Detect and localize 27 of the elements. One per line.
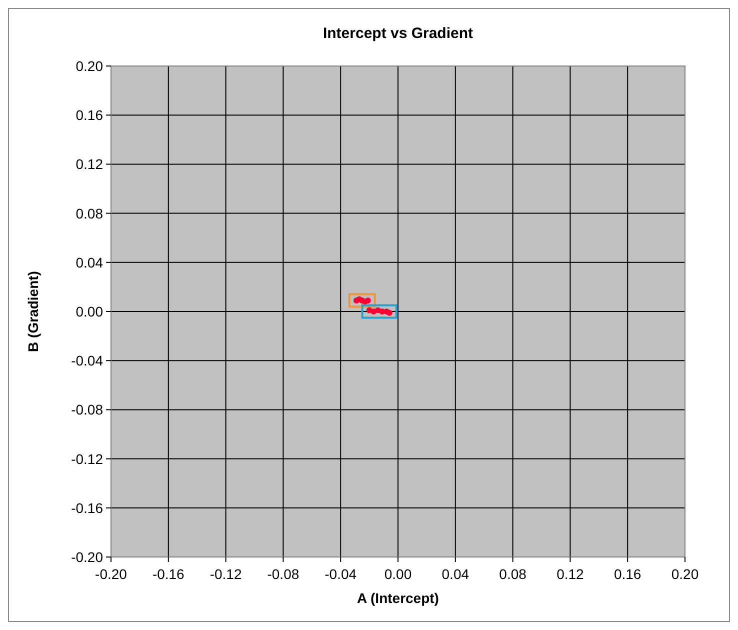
y-tick-label: -0.04 — [71, 352, 104, 369]
x-tick-label: 0.04 — [442, 566, 470, 582]
x-tick-label: -0.12 — [210, 566, 242, 582]
chart-title: Intercept vs Gradient — [322, 25, 474, 42]
x-tick-label: 0.08 — [499, 566, 527, 582]
x-tick-label: -0.20 — [95, 566, 128, 582]
x-tick-label: 0.20 — [671, 566, 699, 582]
x-tick-label: 0.00 — [384, 566, 412, 582]
y-tick-label: -0.20 — [71, 549, 104, 565]
y-tick-label: 0.04 — [76, 254, 104, 270]
x-tick-label: -0.04 — [324, 566, 357, 582]
y-tick-label: 0.00 — [76, 304, 104, 320]
x-tick-label: -0.08 — [267, 566, 300, 582]
y-tick-label: 0.08 — [76, 205, 104, 222]
x-tick-label: 0.12 — [556, 566, 584, 582]
y-tick-label: -0.16 — [71, 500, 104, 516]
y-tick-label: -0.08 — [71, 402, 104, 418]
x-tick-label: -0.16 — [152, 566, 185, 582]
x-tick-label: 0.16 — [614, 566, 642, 582]
y-tick-label: -0.12 — [71, 450, 104, 467]
point — [386, 310, 392, 316]
y-tick-label: 0.20 — [76, 58, 104, 74]
y-tick-label: 0.16 — [76, 107, 104, 124]
y-tick-label: 0.12 — [76, 156, 104, 172]
point — [364, 297, 371, 304]
y-axis-title: B (Gradient) — [25, 271, 41, 352]
x-axis-title: A (Intercept) — [357, 590, 439, 606]
